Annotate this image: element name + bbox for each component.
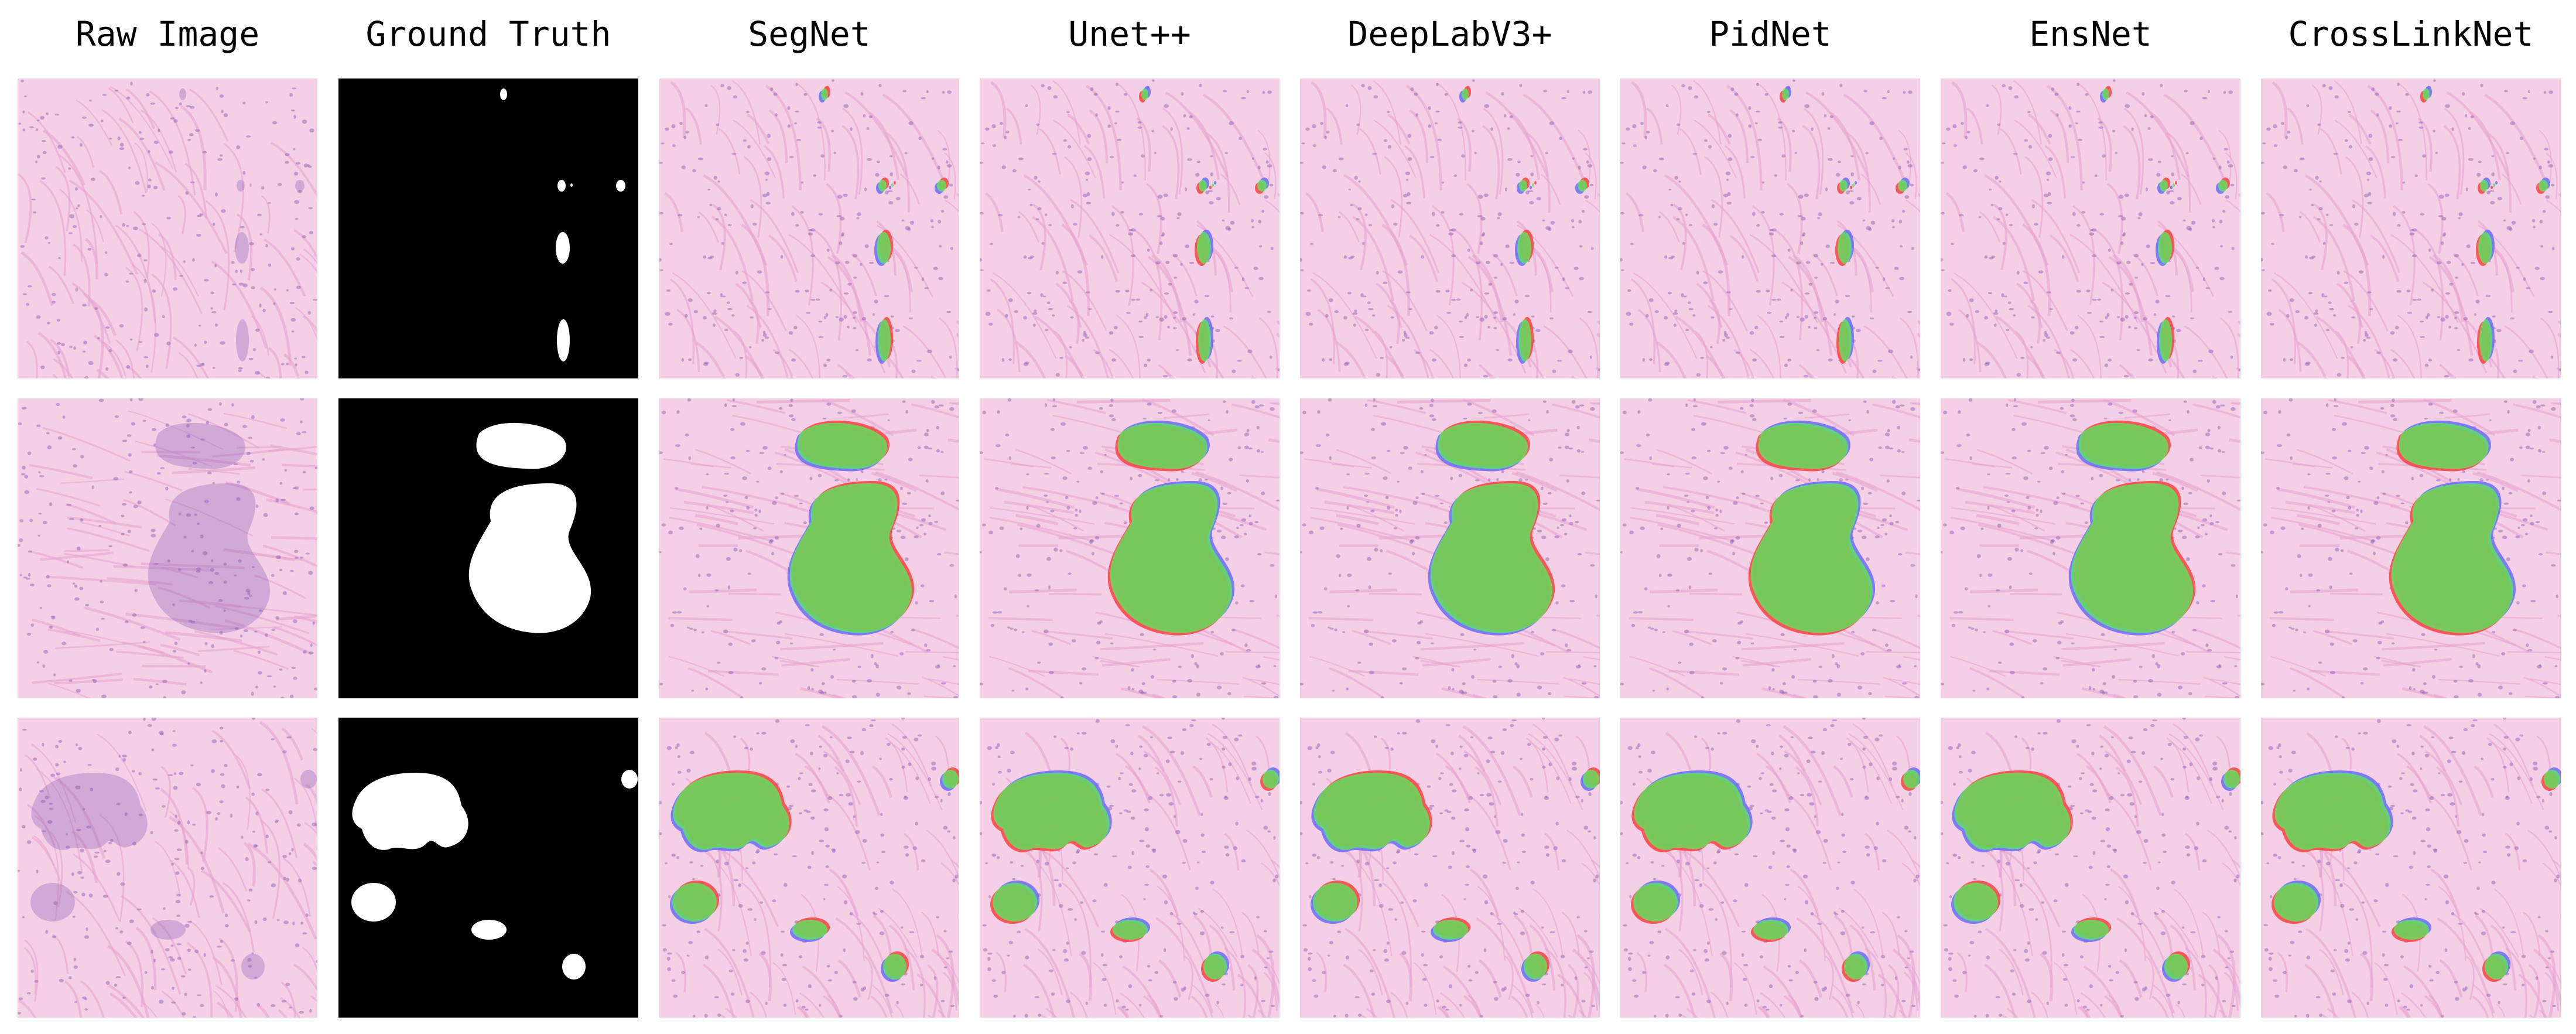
gt-image <box>338 79 638 378</box>
deeplab-image <box>1300 398 1600 698</box>
column-title-unetpp: Unet++ <box>1068 14 1191 54</box>
pidnet-image <box>1620 79 1920 378</box>
unetpp-image <box>980 398 1280 698</box>
pidnet-image <box>1620 718 1920 1018</box>
tile-row1-gt <box>338 79 638 378</box>
segnet-image <box>659 79 959 378</box>
crosslinknet-image <box>2261 79 2561 378</box>
deeplab-image <box>1300 718 1600 1018</box>
crosslinknet-image <box>2261 718 2561 1018</box>
tile-row1-segnet <box>659 79 959 378</box>
tile-row1-raw <box>18 79 317 378</box>
tile-row1-pidnet <box>1620 79 1920 378</box>
unetpp-image <box>980 718 1280 1018</box>
raw-image <box>18 718 317 1018</box>
tile-row2-crosslinknet <box>2261 398 2561 698</box>
tile-row3-deeplab <box>1300 718 1600 1018</box>
tile-row2-unetpp <box>980 398 1280 698</box>
unetpp-image <box>980 79 1280 378</box>
segnet-image <box>659 398 959 698</box>
tile-row3-segnet <box>659 718 959 1018</box>
ensnet-image <box>1941 718 2240 1018</box>
tile-row3-ensnet <box>1941 718 2240 1018</box>
column-title-pidnet: PidNet <box>1709 14 1832 54</box>
column-title-crosslinknet: CrossLinkNet <box>2288 14 2534 54</box>
tile-row3-raw <box>18 718 317 1018</box>
raw-image <box>18 398 317 698</box>
tile-row1-unetpp <box>980 79 1280 378</box>
tile-row2-raw <box>18 398 317 698</box>
raw-image <box>18 79 317 378</box>
tile-row2-gt <box>338 398 638 698</box>
tile-row2-ensnet <box>1941 398 2240 698</box>
tile-row2-pidnet <box>1620 398 1920 698</box>
column-title-raw: Raw Image <box>75 14 260 54</box>
pidnet-image <box>1620 398 1920 698</box>
tile-row1-ensnet <box>1941 79 2240 378</box>
ensnet-image <box>1941 79 2240 378</box>
ensnet-image <box>1941 398 2240 698</box>
segnet-image <box>659 718 959 1018</box>
column-title-deeplab: DeepLabV3+ <box>1347 14 1552 54</box>
deeplab-image <box>1300 79 1600 378</box>
tile-row3-gt <box>338 718 638 1018</box>
tile-row3-pidnet <box>1620 718 1920 1018</box>
tile-row2-deeplab <box>1300 398 1600 698</box>
tile-row3-unetpp <box>980 718 1280 1018</box>
tile-row1-deeplab <box>1300 79 1600 378</box>
crosslinknet-image <box>2261 398 2561 698</box>
column-title-ensnet: EnsNet <box>2029 14 2152 54</box>
gt-image <box>338 398 638 698</box>
gt-image <box>338 718 638 1018</box>
column-title-gt: Ground Truth <box>365 14 611 54</box>
column-title-segnet: SegNet <box>748 14 871 54</box>
tile-row3-crosslinknet <box>2261 718 2561 1018</box>
tile-row1-crosslinknet <box>2261 79 2561 378</box>
tile-row2-segnet <box>659 398 959 698</box>
